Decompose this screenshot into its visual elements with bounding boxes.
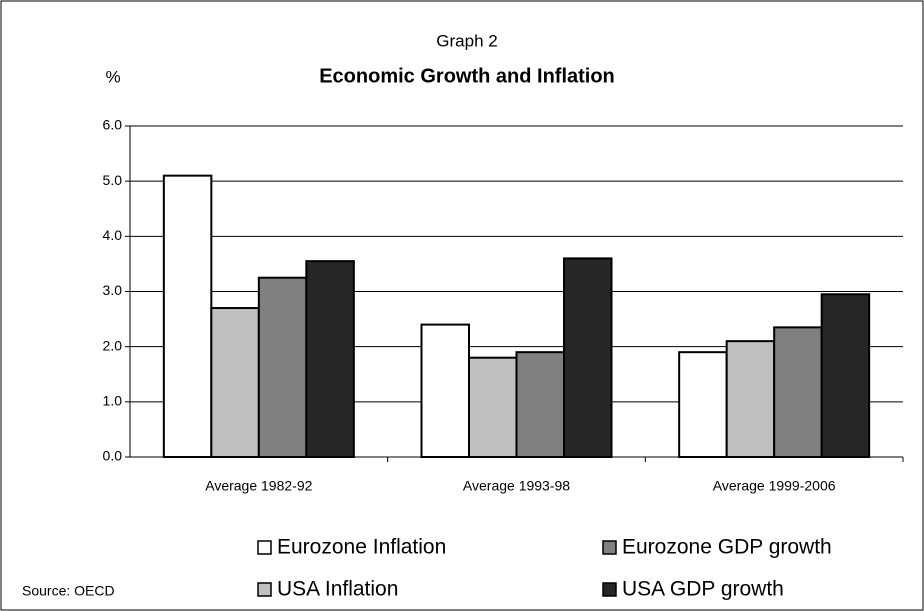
legend-label: USA Inflation — [277, 578, 398, 601]
legend-label: Eurozone GDP growth — [622, 536, 832, 559]
y-tick-label: 5.0 — [103, 172, 123, 188]
bar — [257, 276, 308, 459]
bar — [515, 351, 565, 458]
bar — [563, 257, 613, 458]
chart-subtitle: Graph 2 — [436, 31, 497, 50]
x-tick-label: Average 1993-98 — [463, 478, 570, 494]
y-tick-label: 1.0 — [103, 393, 123, 409]
y-tick-label: 4.0 — [103, 227, 123, 243]
legend-swatch — [257, 540, 272, 555]
legend-swatch — [602, 582, 617, 597]
bar — [725, 340, 776, 458]
bar — [162, 174, 213, 458]
y-tick-label: 3.0 — [103, 282, 123, 298]
legend-swatch — [257, 582, 272, 597]
x-tick-label: Average 1982-92 — [205, 478, 312, 494]
chart-title: Economic Growth and Inflation — [319, 65, 615, 87]
bar — [773, 326, 823, 458]
legend-label: USA GDP growth — [622, 578, 784, 601]
bar — [678, 351, 728, 458]
bar — [820, 293, 871, 458]
source-note: Source: OECD — [22, 583, 115, 599]
x-tick-label: Average 1999-2006 — [713, 478, 836, 494]
y-tick-label: 2.0 — [103, 337, 123, 353]
legend-label: Eurozone Inflation — [277, 536, 446, 559]
bar — [210, 307, 260, 458]
y-tick-label: 0.0 — [103, 448, 123, 464]
bar — [468, 356, 518, 459]
bar — [420, 323, 470, 458]
y-axis-label: % — [105, 67, 120, 86]
bar — [305, 260, 355, 458]
y-tick-label: 6.0 — [103, 117, 123, 133]
legend-swatch — [602, 540, 617, 555]
